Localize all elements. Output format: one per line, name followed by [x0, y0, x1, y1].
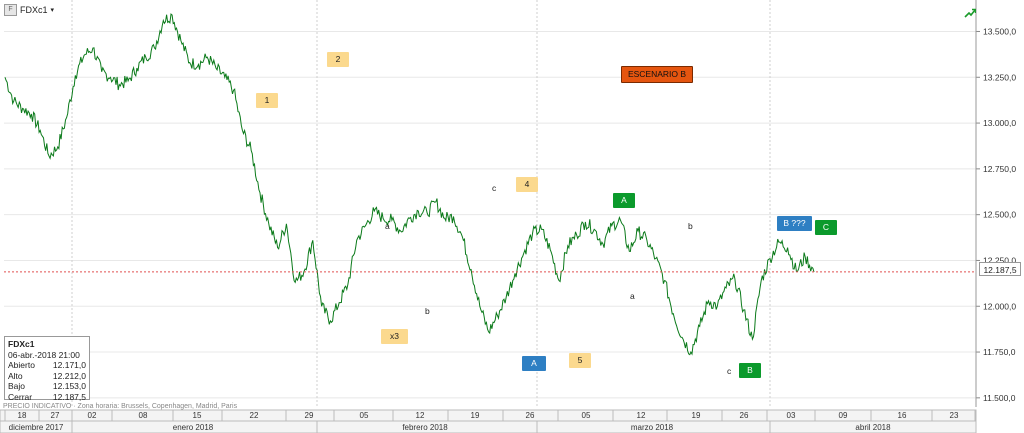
info-label: Abierto	[8, 360, 35, 370]
last-price-tag: 12.187,5	[979, 262, 1021, 276]
chevron-down-icon[interactable]: ▾	[50, 7, 55, 14]
wave-label-box: x3	[381, 329, 408, 344]
x-tick-label: 12	[416, 411, 425, 420]
y-tick-label: 13.250,0	[983, 72, 1016, 82]
info-row: Cerrar 12.187,5	[8, 392, 86, 403]
month-label: marzo 2018	[631, 423, 674, 432]
y-tick-label: 11.750,0	[983, 347, 1016, 357]
x-tick-label: 02	[88, 411, 97, 420]
period-separators	[71, 0, 771, 407]
month-label: diciembre 2017	[9, 423, 64, 432]
x-tick-label: 16	[898, 411, 907, 420]
symbol-header[interactable]: F FDXc1 ▾	[4, 4, 54, 16]
wave-label-box: ESCENARIO B	[621, 66, 693, 83]
y-tick-label: 13.500,0	[983, 26, 1016, 36]
y-axis: 11.500,0 11.750,0 12.000,0 12.250,0 12.500,0…	[975, 0, 1016, 407]
month-axis-bg	[0, 420, 977, 433]
wave-label-box: 5	[569, 353, 591, 368]
info-value: 12.212,0	[52, 370, 86, 381]
wave-label-box: B ???	[777, 216, 812, 231]
wave-label-box: A	[522, 356, 546, 371]
info-value: 12.171,0	[52, 360, 86, 370]
info-value: 12.187,5	[52, 391, 86, 402]
wave-label-box: 1	[256, 93, 278, 108]
x-tick-label: 26	[740, 411, 749, 420]
info-datetime: 06-abr.-2018 21:00	[8, 349, 80, 360]
price-series-line	[4, 13, 815, 356]
x-tick-label: 19	[471, 411, 480, 420]
trend-up-icon[interactable]	[964, 8, 976, 18]
x-tick-label: 12	[637, 411, 646, 420]
x-tick-label: 18	[18, 411, 27, 420]
info-value: 12.153,0	[52, 381, 86, 391]
x-tick-label: 27	[51, 411, 60, 420]
month-label: enero 2018	[173, 423, 214, 432]
month-label: abril 2018	[855, 423, 891, 432]
wave-letter-label: a	[630, 291, 635, 301]
grid-lines	[4, 30, 976, 399]
month-label: febrero 2018	[402, 423, 448, 432]
x-tick-label: 08	[139, 411, 148, 420]
info-label: Cerrar	[8, 391, 33, 402]
x-axis: 18 27 02 08 15 22 29 05 12 19 26 05 12 19 26 03 09 16 23 di…	[0, 409, 977, 433]
wave-letter-label: c	[727, 366, 732, 376]
wave-label-box: A	[613, 193, 635, 208]
x-tick-label: 09	[839, 411, 848, 420]
info-label: Bajo	[8, 381, 26, 391]
wave-letter-label: a	[385, 221, 390, 231]
x-tick-label: 26	[526, 411, 535, 420]
y-tick-label: 12.250,0	[983, 255, 1016, 265]
info-symbol: FDXc1	[8, 339, 35, 349]
wave-letter-label: b	[425, 306, 430, 316]
wave-letter-label: c	[492, 183, 497, 193]
info-row: Alto 12.212,0	[8, 371, 86, 382]
indicative-price-note: PRECIO INDICATIVO · Zona horaria: Brusse…	[3, 403, 238, 410]
wave-label-box: 4	[516, 177, 538, 192]
ohlc-info-box: FDXc1 06-abr.-2018 21:00 Abierto 12.171,0…	[4, 336, 90, 403]
x-tick-label: 05	[582, 411, 591, 420]
x-tick-label: 22	[250, 411, 259, 420]
wave-label-box: 2	[327, 52, 349, 67]
y-tick-label: 11.500,0	[983, 393, 1016, 403]
info-row: Abierto 12.171,0	[8, 360, 86, 371]
y-tick-label: 13.000,0	[983, 118, 1016, 128]
x-tick-label: 29	[305, 411, 314, 420]
x-tick-label: 23	[950, 411, 959, 420]
x-tick-label: 05	[360, 411, 369, 420]
y-tick-label: 12.500,0	[983, 210, 1016, 220]
x-tick-label: 19	[692, 411, 701, 420]
x-tick-label: 03	[787, 411, 796, 420]
info-row: Bajo 12.153,0	[8, 381, 86, 392]
symbol-name[interactable]: FDXc1	[20, 5, 48, 15]
chart-icon: F	[4, 4, 17, 16]
y-tick-label: 12.000,0	[983, 301, 1016, 311]
wave-label-box: B	[739, 363, 761, 378]
wave-label-box: C	[815, 220, 837, 235]
y-tick-label: 12.750,0	[983, 164, 1016, 174]
wave-letter-label: b	[688, 221, 693, 231]
x-tick-label: 15	[193, 411, 202, 420]
info-label: Alto	[8, 370, 23, 381]
